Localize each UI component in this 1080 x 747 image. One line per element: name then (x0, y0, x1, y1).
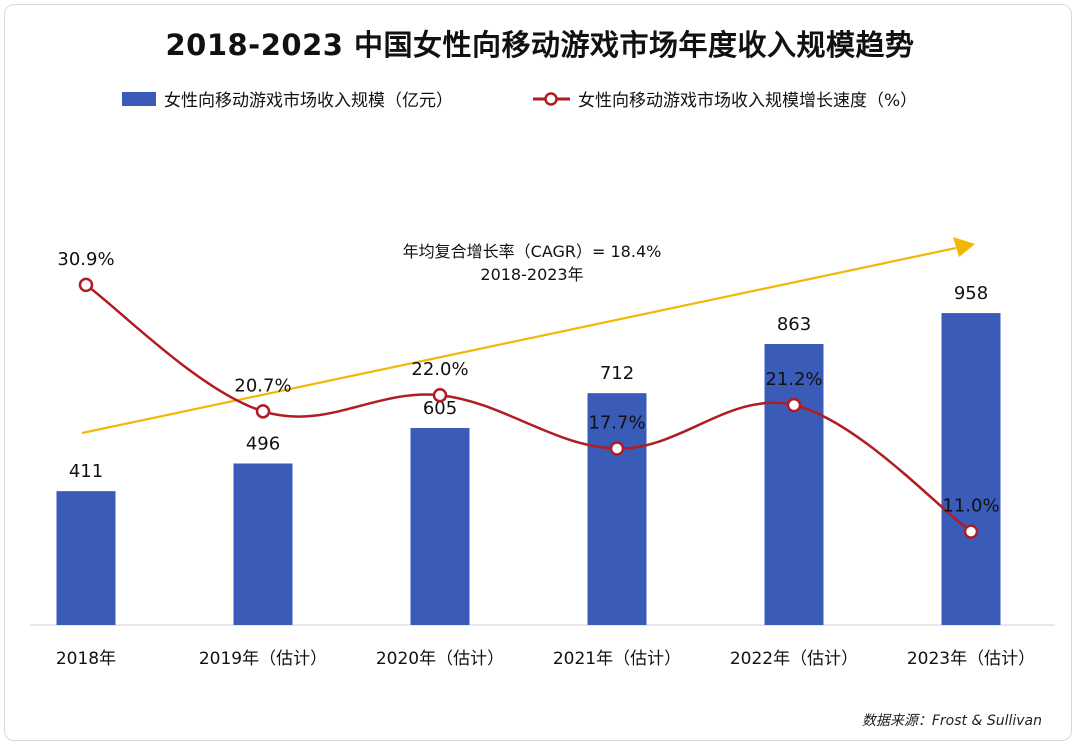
bar-5 (941, 313, 1001, 625)
cagr-arrowhead (953, 237, 975, 257)
source-note: 数据来源：Frost & Sullivan (861, 713, 1042, 729)
growth-point-1 (255, 404, 271, 419)
growth-point-3 (609, 441, 625, 456)
growth-point-4 (786, 397, 802, 413)
cagr-text: 年均复合增长率（CAGR）= 18.4% (403, 242, 662, 261)
legend-line-marker (544, 92, 558, 106)
growth-point-0 (78, 277, 94, 293)
growth-point-2 (432, 387, 448, 403)
x-tick-label-4: 2022年（估计） (730, 649, 858, 669)
legend-bar-swatch (122, 92, 156, 106)
bar-value-label-1: 496 (246, 434, 280, 455)
cagr-arrow-line (81, 246, 957, 435)
bar-4 (764, 344, 824, 625)
x-tick-label-3: 2021年（估计） (553, 649, 681, 669)
chart-frame (4, 4, 1072, 741)
bar-value-label-4: 863 (777, 314, 811, 335)
bar-series (56, 313, 1001, 625)
bar-1 (233, 463, 293, 625)
bar-value-label-2: 605 (423, 398, 457, 419)
x-tick-label-5: 2023年（估计） (907, 649, 1035, 669)
bar-value-label-0: 411 (69, 461, 103, 482)
growth-value-label-1: 20.7% (234, 375, 291, 396)
chart-title: 2018-2023 中国女性向移动游戏市场年度收入规模趋势 (165, 28, 915, 62)
bar-0 (56, 491, 116, 625)
x-axis-ticks: 2018年 2019年（估计） 2020年（估计） 2021年（估计） 2022年（估计… (56, 649, 1035, 669)
growth-point-5 (963, 524, 979, 539)
x-tick-label-1: 2019年（估计） (199, 649, 327, 669)
growth-line-series (85, 283, 972, 533)
growth-line (85, 283, 972, 533)
bar-value-labels: 411 496 605 712 863 958 (69, 283, 988, 482)
growth-value-label-2: 22.0% (411, 359, 468, 380)
growth-value-label-4: 21.2% (765, 369, 822, 390)
cagr-trend: 年均复合增长率（CAGR）= 18.4% 2018-2023年 (81, 237, 975, 435)
bar-2 (410, 428, 470, 625)
bar-value-label-3: 712 (600, 363, 634, 384)
legend-bar-label: 女性向移动游戏市场收入规模（亿元） (164, 91, 453, 111)
growth-value-label-5: 11.0% (942, 496, 999, 517)
growth-value-label-3: 17.7% (588, 413, 645, 434)
bar-value-label-5: 958 (954, 283, 988, 304)
growth-value-label-0: 30.9% (57, 249, 114, 270)
legend-line-label: 女性向移动游戏市场收入规模增长速度（%） (578, 91, 917, 111)
x-tick-label-2: 2020年（估计） (376, 649, 504, 669)
growth-points (78, 277, 979, 539)
x-tick-label-0: 2018年 (56, 649, 116, 669)
cagr-period: 2018-2023年 (480, 265, 583, 284)
legend: 女性向移动游戏市场收入规模（亿元） 女性向移动游戏市场收入规模增长速度（%） (122, 91, 917, 111)
bar-3 (587, 393, 647, 625)
growth-value-labels: 30.9% 20.7% 22.0% 17.7% 21.2% 11.0% (57, 249, 999, 517)
